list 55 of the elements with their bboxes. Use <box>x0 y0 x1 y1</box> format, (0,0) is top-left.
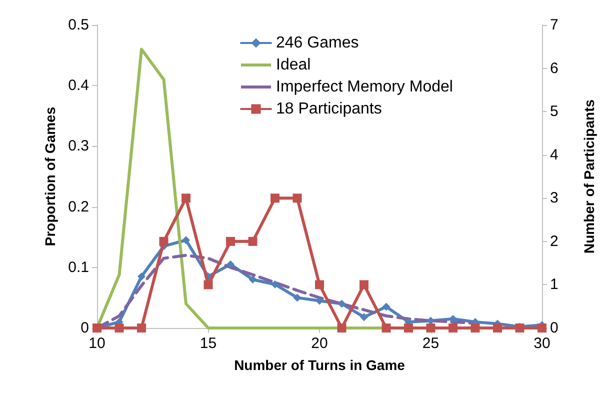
y-tick-label: 0.3 <box>68 138 89 155</box>
legend-label: 246 Games <box>276 34 359 52</box>
point <box>470 324 480 332</box>
legend-label: Imperfect Memory Model <box>276 78 453 96</box>
point <box>426 324 436 332</box>
point <box>316 296 324 305</box>
x-tick-label: 25 <box>422 335 440 352</box>
point <box>182 194 190 203</box>
point <box>382 302 390 311</box>
y-tick-label: 0.1 <box>68 258 89 276</box>
point <box>493 324 502 332</box>
point <box>114 324 124 332</box>
x-tick-label: 15 <box>200 335 217 352</box>
point <box>382 324 391 332</box>
y2-tick-label: 2 <box>550 232 558 250</box>
point <box>182 236 190 244</box>
y2-tick-label: 1 <box>550 276 558 294</box>
point <box>226 260 234 268</box>
legend-label: 18 Participants <box>276 100 382 118</box>
x-tick-label: 20 <box>311 335 328 352</box>
y2-tick-label: 6 <box>550 60 558 77</box>
point <box>449 314 457 323</box>
point <box>337 324 346 332</box>
point <box>292 194 302 203</box>
point <box>204 280 213 290</box>
y2-axis-title: Number of Participants <box>581 99 597 254</box>
y-tick-label: 0.4 <box>68 77 89 94</box>
x-tick-label: 10 <box>88 335 106 352</box>
point <box>404 324 413 332</box>
point <box>159 236 168 246</box>
point <box>138 272 146 280</box>
point <box>270 194 280 203</box>
point <box>315 280 324 290</box>
point <box>338 300 346 308</box>
point <box>226 236 235 246</box>
y2-tick-label: 5 <box>550 103 558 120</box>
y-tick-label: 0 <box>80 320 89 336</box>
y2-tick-label: 7 <box>550 16 558 34</box>
point <box>360 280 368 290</box>
y2-tick-label: 3 <box>550 190 558 207</box>
legend-label: Ideal <box>276 56 311 74</box>
y2-tick-label: 4 <box>550 146 558 164</box>
point <box>271 280 279 288</box>
point <box>248 276 257 284</box>
y2-tick-label: 0 <box>550 320 558 336</box>
point <box>293 294 302 302</box>
x-tick-label: 30 <box>534 335 550 352</box>
x-axis-title: Number of Turns in Game <box>234 357 406 373</box>
y-axis-title: Proportion of Games <box>42 106 58 246</box>
y-tick-label: 0.5 <box>68 16 89 34</box>
point <box>360 313 368 322</box>
point <box>448 324 458 332</box>
point <box>248 236 258 246</box>
y-tick-label: 0.2 <box>68 198 89 216</box>
point <box>137 324 146 332</box>
